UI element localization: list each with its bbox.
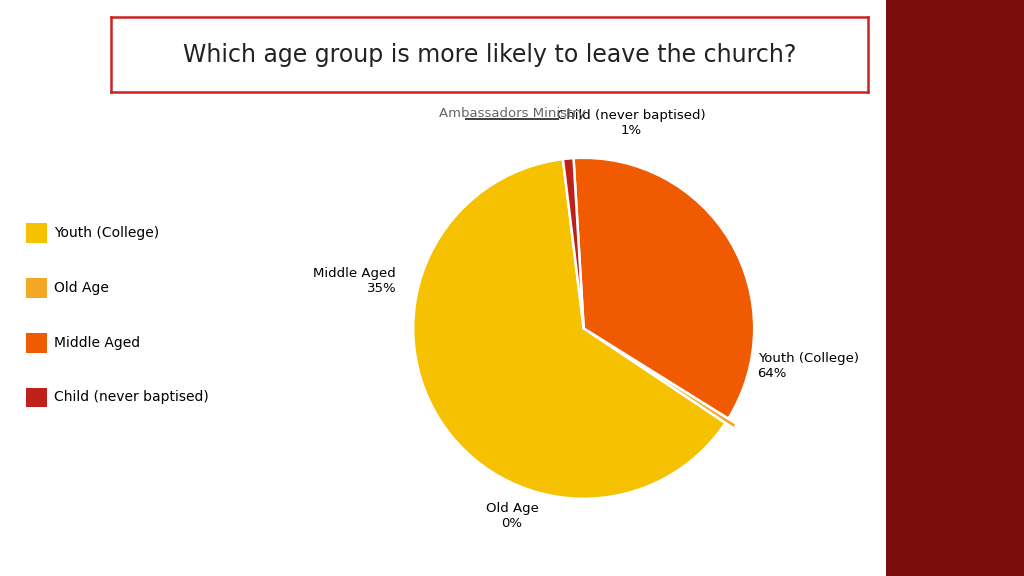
Text: Which age group is more likely to leave the church?: Which age group is more likely to leave … [183, 43, 796, 67]
Text: Youth (College)
64%: Youth (College) 64% [758, 352, 858, 380]
Wedge shape [414, 159, 725, 499]
Wedge shape [592, 334, 737, 429]
Text: Old Age
0%: Old Age 0% [485, 502, 539, 530]
Text: Child (never baptised)
1%: Child (never baptised) 1% [557, 109, 706, 137]
Text: Child (never baptised): Child (never baptised) [54, 391, 209, 404]
Wedge shape [573, 158, 754, 419]
Text: Middle Aged
35%: Middle Aged 35% [313, 267, 396, 294]
Text: Old Age: Old Age [54, 281, 110, 295]
Text: Middle Aged: Middle Aged [54, 336, 140, 350]
Text: Ambassadors Ministry: Ambassadors Ministry [438, 107, 586, 120]
Wedge shape [563, 158, 584, 328]
Text: Youth (College): Youth (College) [54, 226, 160, 240]
